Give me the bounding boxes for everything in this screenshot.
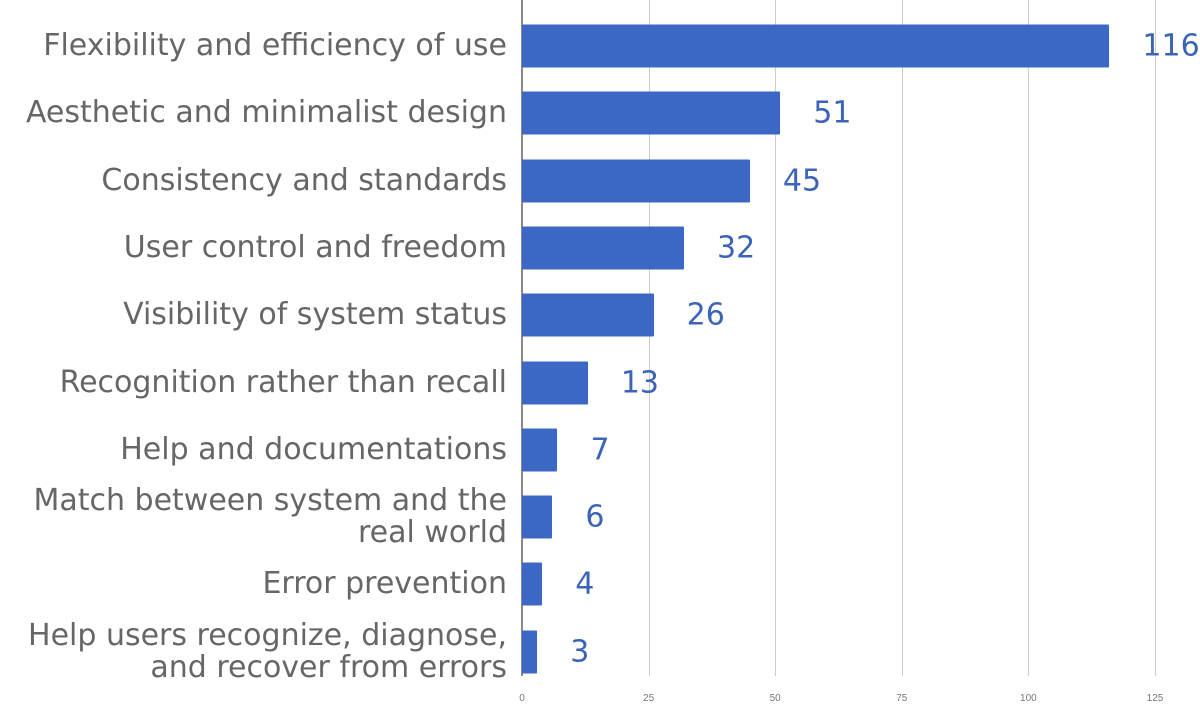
gridline (901, 0, 903, 676)
x-tick-label: 25 (643, 693, 655, 704)
category-label: Help users recognize, diagnose, and recov… (28, 617, 507, 685)
bar (522, 428, 558, 472)
data-label: 51 (813, 95, 852, 131)
category-label-line: Error prevention (262, 566, 507, 602)
data-label: 13 (620, 365, 660, 400)
bar (522, 226, 685, 270)
data-label: 45 (782, 163, 822, 199)
data-label: 4 (575, 566, 595, 602)
category-label-line: real world (358, 515, 507, 551)
data-label: 26 (686, 297, 725, 333)
category-label: Aesthetic and minimalist design (26, 97, 507, 129)
category-label: User control and freedom (123, 229, 507, 265)
category-label: Help and documentations (120, 431, 507, 467)
category-label-line: Match between system and the (33, 483, 507, 519)
x-tick-label: 0 (519, 693, 525, 704)
category-label-line: and recover from errors (150, 649, 507, 685)
gridline (1028, 0, 1030, 676)
bar (522, 361, 588, 404)
x-tick-label: 75 (896, 693, 908, 704)
category-label: Consistency and standards (101, 162, 507, 198)
bar (522, 91, 781, 135)
category-label-line: Consistency and standards (101, 162, 507, 198)
gridline (648, 0, 650, 676)
category-label: Recognition rather than recall (59, 364, 507, 400)
category-label-line: Recognition rather than recall (59, 364, 507, 400)
y-axis-line (521, 0, 523, 676)
category-label: Error prevention (262, 568, 507, 600)
data-label: 7 (590, 432, 610, 468)
data-label: 6 (585, 499, 605, 535)
category-label-line: Help users recognize, diagnose, (28, 617, 507, 653)
gridline (1155, 0, 1156, 676)
bar (522, 24, 1110, 68)
category-label-line: User control and freedom (123, 229, 507, 265)
data-label: 116 (1142, 28, 1200, 64)
gridline (775, 0, 777, 676)
bar (522, 495, 553, 539)
x-tick-label: 100 (1020, 693, 1037, 704)
data-label: 32 (717, 230, 756, 266)
bar (522, 562, 543, 606)
category-label-line: Flexibility and efficiency of use (43, 28, 507, 63)
category-label-line: Aesthetic and minimalist design (25, 95, 507, 131)
x-tick-label: 50 (769, 693, 781, 704)
data-label: 3 (570, 634, 590, 670)
category-label: Flexibility and efficiency of use (43, 30, 507, 62)
category-label-line: Visibility of system status (123, 297, 507, 333)
x-tick-label: 125 (1146, 693, 1164, 704)
bar (522, 630, 538, 674)
bar (522, 159, 750, 203)
category-label-line: Help and documentations (120, 431, 507, 467)
category-label: Visibility of system status (123, 299, 507, 331)
category-label: Match between system and the real world (33, 485, 507, 549)
bar (522, 293, 654, 337)
